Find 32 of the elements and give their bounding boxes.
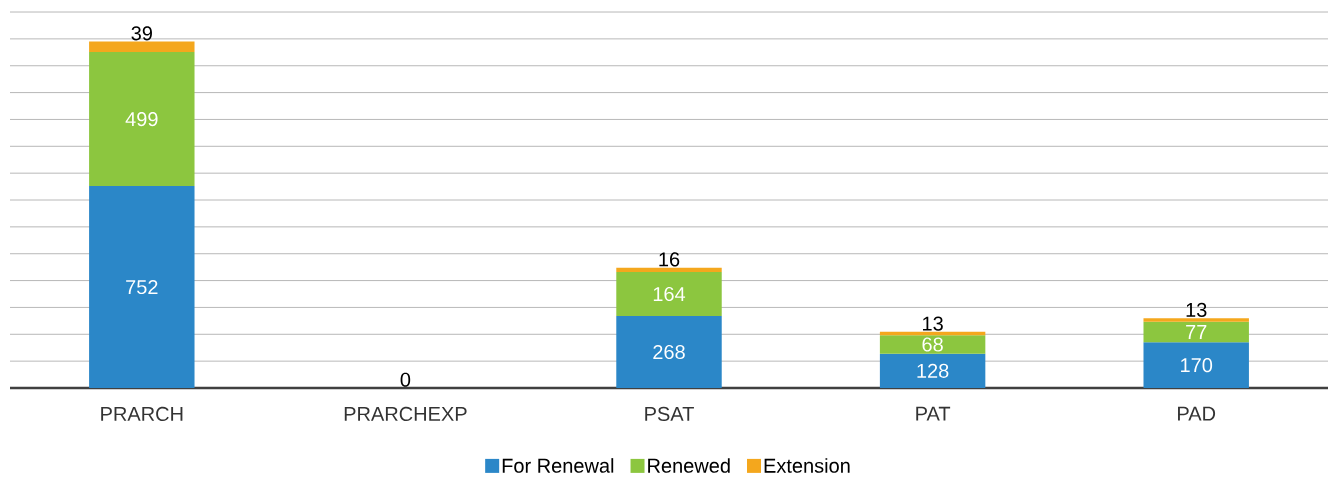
data-label: 268 <box>653 344 685 360</box>
bar <box>89 41 195 53</box>
bar <box>89 52 195 187</box>
data-label: 16 <box>659 252 680 267</box>
data-label: 13 <box>1186 302 1207 317</box>
data-label: 68 <box>922 337 943 352</box>
x-tick-label: PAT <box>916 406 951 421</box>
data-label: 499 <box>125 111 158 127</box>
bar <box>879 335 986 354</box>
bar <box>1143 321 1249 343</box>
legend-label: For Renewal <box>502 458 614 473</box>
data-label: 13 <box>923 316 943 331</box>
bar <box>879 353 986 388</box>
data-label: 752 <box>126 279 158 295</box>
data-label: 77 <box>1186 325 1207 339</box>
data-label: 128 <box>917 363 949 378</box>
x-tick-label: PAD <box>1178 406 1216 421</box>
x-tick-label: PRARCHEXP <box>344 406 467 422</box>
bar <box>616 316 722 388</box>
x-tick-label: PSAT <box>645 406 694 422</box>
bar <box>1143 342 1249 388</box>
data-label: 0 <box>400 372 411 387</box>
bar <box>616 271 722 317</box>
legend-label: Renewed <box>648 458 730 473</box>
x-tick-label: PRARCH <box>101 406 183 422</box>
bar <box>1143 318 1249 322</box>
bar <box>89 186 195 388</box>
bar <box>616 267 722 272</box>
data-label: 39 <box>131 26 152 41</box>
data-label: 170 <box>1181 358 1213 373</box>
legend-label: Extension <box>764 458 850 473</box>
data-label: 164 <box>653 286 686 302</box>
